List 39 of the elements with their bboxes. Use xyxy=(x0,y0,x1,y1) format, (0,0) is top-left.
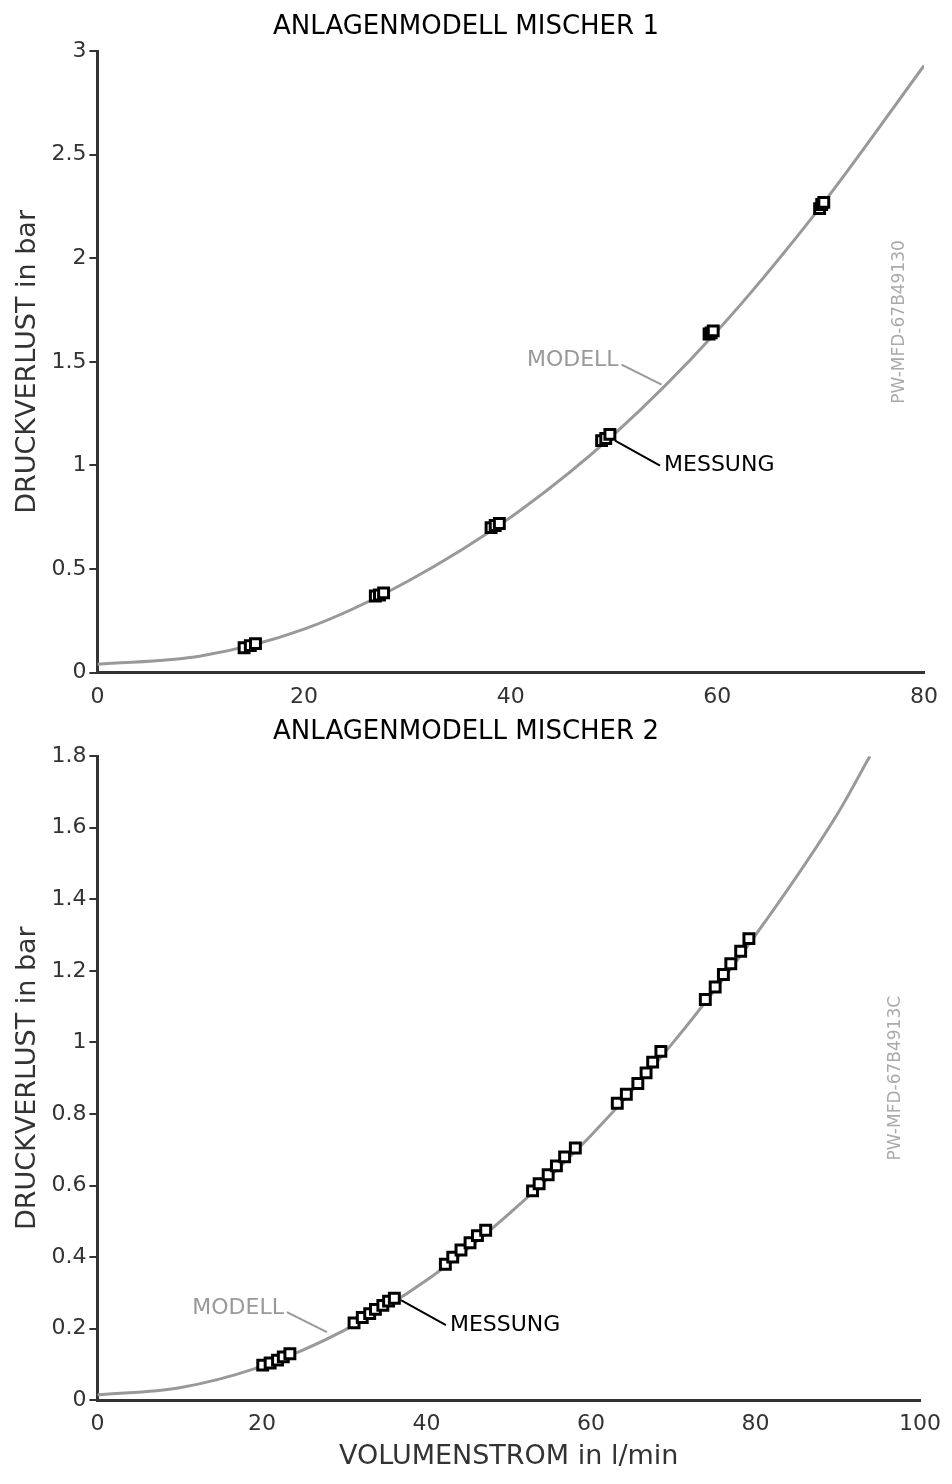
x-tick-label: 80 xyxy=(910,682,938,708)
chart-title: ANLAGENMODELL MISCHER 2 xyxy=(273,715,659,746)
y-tick-label: 0.6 xyxy=(51,1171,87,1197)
y-tick-label: 0 xyxy=(72,1385,87,1411)
chart-title: ANLAGENMODELL MISCHER 1 xyxy=(273,10,659,41)
x-tick-label: 40 xyxy=(412,1410,441,1436)
x-axis-title: VOLUMENSTROM in l/min xyxy=(338,1438,679,1470)
y-tick-label: 2 xyxy=(72,244,87,270)
x-tick-label: 20 xyxy=(247,1410,276,1436)
y-tick-label: 1.5 xyxy=(51,347,87,373)
y-tick-label: 0.5 xyxy=(51,554,87,580)
y-tick-label: 0 xyxy=(72,658,87,684)
y-tick-label: 0.2 xyxy=(51,1314,87,1340)
y-axis-title: DRUCKVERLUST in bar xyxy=(10,209,42,514)
x-tick-label: 0 xyxy=(90,1410,105,1436)
y-tick-label: 1.8 xyxy=(51,741,87,767)
y-tick-label: 0.4 xyxy=(51,1242,87,1268)
x-tick-label: 60 xyxy=(576,1410,605,1436)
y-tick-label: 1.6 xyxy=(51,813,87,839)
annotation: PW-MFD-67B4913C xyxy=(884,995,905,1161)
y-tick-label: 1.2 xyxy=(51,956,87,982)
annotation: MESSUNG xyxy=(449,1310,561,1336)
y-tick-label: 3 xyxy=(72,36,87,62)
x-tick-label: 80 xyxy=(741,1410,770,1436)
x-tick-label: 20 xyxy=(290,682,319,708)
x-tick-label: 100 xyxy=(899,1410,941,1436)
annotation: PW-MFD-67B49130 xyxy=(888,240,909,404)
y-tick-label: 1.4 xyxy=(51,885,87,911)
y-tick-label: 0.8 xyxy=(51,1099,87,1125)
x-tick-label: 40 xyxy=(496,682,525,708)
y-tick-label: 2.5 xyxy=(51,140,87,166)
y-tick-label: 1 xyxy=(72,451,87,477)
y-tick-label: 1 xyxy=(72,1028,87,1054)
y-axis-title: DRUCKVERLUST in bar xyxy=(10,925,42,1231)
x-tick-label: 60 xyxy=(703,682,732,708)
annotation: MODELL xyxy=(192,1293,285,1319)
annotation: MODELL xyxy=(526,346,620,372)
annotation: MESSUNG xyxy=(664,451,775,477)
x-tick-label: 0 xyxy=(90,682,105,708)
